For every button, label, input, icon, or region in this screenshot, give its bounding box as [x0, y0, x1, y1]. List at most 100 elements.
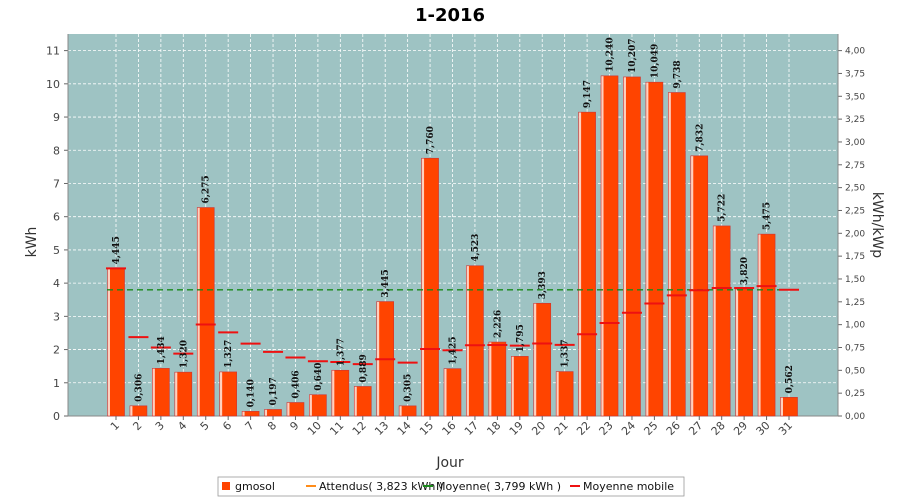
x-tick-label: 5: [198, 419, 212, 433]
y-tick-label: 9: [53, 111, 60, 124]
bar-highlight: [219, 371, 223, 416]
x-tick-label: 10: [305, 419, 324, 438]
bar: [645, 82, 663, 417]
x-axis-title: Jour: [435, 455, 464, 471]
y2-tick-label: 3,75: [845, 69, 865, 79]
data-label: 10,207: [628, 38, 638, 72]
y2-tick-label: 3,25: [845, 115, 865, 125]
data-label: 3,393: [538, 271, 548, 299]
bar: [399, 405, 417, 416]
bar: [623, 76, 641, 417]
legend: gmosol Attendus( 3,823 kWh )Moyenne( 3,79…: [217, 476, 685, 497]
bar-highlight: [668, 92, 671, 416]
data-label: 7,760: [426, 126, 436, 154]
y-tick-label: 5: [53, 244, 60, 257]
x-tick-label: 2: [130, 419, 144, 433]
x-tick-label: 24: [619, 419, 638, 438]
data-label: 1,377: [336, 338, 346, 366]
x-tick-label: 15: [417, 419, 436, 438]
bar: [444, 368, 461, 416]
x-tick-label: 11: [327, 419, 346, 438]
bar: [668, 92, 686, 416]
data-label: 5,475: [763, 202, 773, 230]
y-tick-label: 8: [53, 144, 60, 157]
x-tick-label: 3: [153, 419, 167, 433]
bar: [354, 386, 372, 416]
bar: [578, 112, 596, 416]
bar: [309, 394, 327, 416]
y2-tick-label: 2,00: [845, 229, 865, 239]
x-tick-label: 22: [574, 419, 593, 438]
data-label: 4,445: [112, 236, 122, 264]
y-axis-title: kWh: [24, 227, 40, 258]
bar: [758, 234, 776, 416]
y2-tick-label: 2,25: [845, 206, 865, 216]
x-tick-label: 21: [552, 419, 571, 438]
bar-highlight: [690, 155, 694, 417]
x-tick-label: 13: [372, 419, 391, 438]
data-label: 10,240: [606, 37, 616, 71]
data-label: 3,445: [381, 269, 391, 297]
bar-highlight: [129, 405, 133, 416]
data-label: 0,640: [314, 363, 324, 391]
bar-highlight: [645, 82, 649, 417]
bar: [331, 370, 349, 416]
bar: [511, 356, 529, 416]
bar: [197, 207, 215, 416]
bar: [488, 342, 506, 416]
data-label: 1,425: [449, 336, 459, 364]
chart-title: 1-2016: [415, 5, 485, 26]
data-label: 4,523: [471, 234, 481, 262]
bar: [780, 397, 798, 416]
data-label: 1,795: [516, 324, 526, 352]
data-label: 3,820: [740, 257, 750, 285]
data-label: 9,147: [583, 80, 593, 108]
x-tick-label: 18: [484, 419, 503, 438]
y2-tick-label: 0,50: [845, 366, 865, 376]
data-label: 0,562: [785, 365, 795, 393]
bar: [174, 372, 192, 416]
x-tick-label: 14: [395, 419, 414, 438]
plot-background: [68, 34, 838, 416]
y2-tick-label: 2,75: [845, 161, 865, 171]
y2-tick-label: 2,50: [845, 184, 865, 194]
bar: [264, 409, 282, 416]
legend-label: Moyenne mobile: [583, 480, 674, 493]
data-label: 0,197: [269, 377, 279, 405]
data-label: 0,889: [359, 354, 369, 382]
bar: [219, 371, 237, 416]
x-tick-label: 8: [265, 419, 279, 433]
bar: [713, 225, 731, 416]
data-label: 0,306: [134, 374, 144, 402]
y-tick-label: 3: [53, 310, 60, 323]
x-tick-label: 29: [731, 419, 750, 438]
x-tick-label: 25: [641, 419, 660, 438]
bar: [556, 371, 574, 416]
bar-highlight: [735, 289, 739, 416]
bar-highlight: [758, 234, 761, 416]
x-tick-label: 23: [597, 419, 616, 438]
bar: [286, 402, 304, 416]
x-tick-label: 26: [664, 419, 683, 438]
bar-highlight: [309, 394, 312, 416]
x-tick-label: 12: [350, 419, 369, 438]
x-tick-label: 7: [243, 419, 257, 433]
y-tick-label: 0: [53, 410, 60, 423]
legend-box: [217, 476, 685, 497]
bar-highlight: [264, 409, 268, 416]
bar-highlight: [623, 76, 626, 417]
data-label: 2,226: [493, 310, 503, 338]
y2-tick-label: 1,00: [845, 321, 865, 331]
x-tick-label: 17: [462, 419, 481, 438]
x-tick-label: 31: [776, 419, 795, 438]
bar-highlight: [511, 356, 514, 416]
bar-highlight: [354, 386, 357, 416]
legend-label: Attendus( 3,823 kWh ): [319, 480, 443, 493]
data-label: 1,434: [157, 336, 167, 364]
data-label: 0,305: [404, 374, 414, 402]
y2-axis-title: kWh/kWp: [869, 192, 885, 258]
bar: [735, 289, 753, 416]
y-tick-label: 4: [53, 277, 60, 290]
